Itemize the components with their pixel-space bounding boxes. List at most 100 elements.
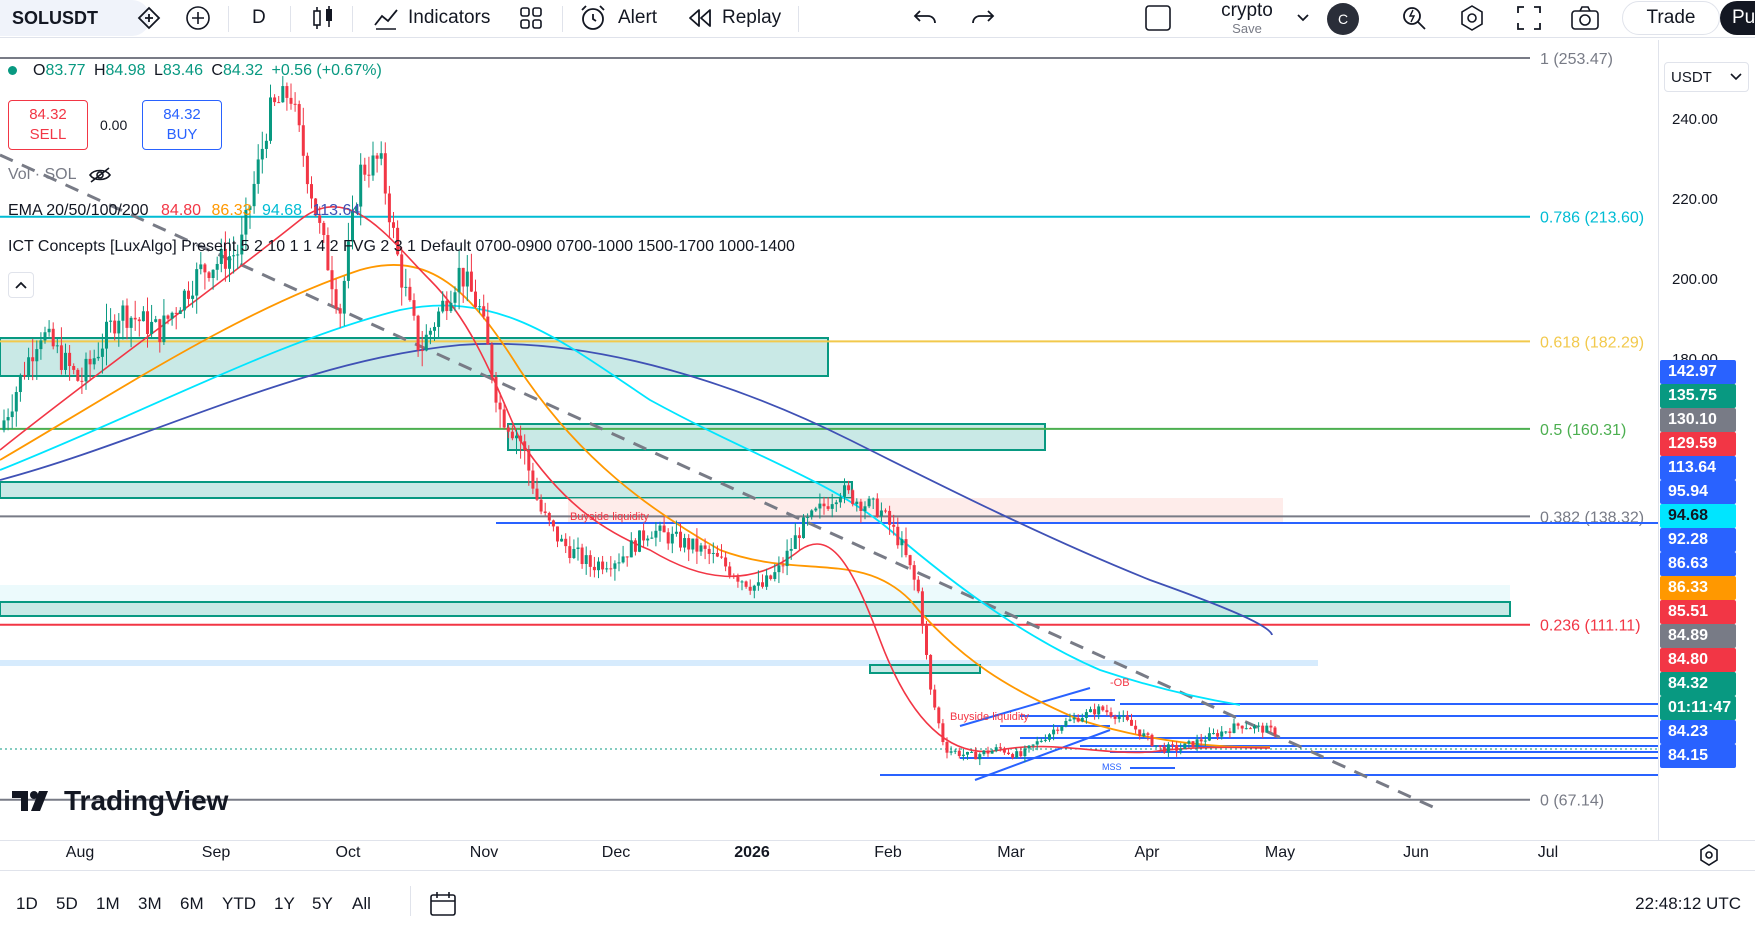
candle-body (1039, 740, 1043, 742)
time-axis-settings-button[interactable] (1697, 843, 1721, 872)
candle-body (330, 270, 334, 290)
range-button-all[interactable]: All (352, 894, 371, 913)
candle-body (572, 549, 576, 559)
candle-body (662, 525, 666, 533)
candle-body (351, 211, 354, 242)
indicators-button[interactable]: Indicators (372, 0, 490, 36)
candle-body (289, 97, 293, 104)
candle-body (31, 357, 35, 362)
candle-body (1162, 746, 1166, 753)
time-axis-label: Oct (335, 844, 361, 861)
candle-body (195, 269, 199, 296)
range-button-3m[interactable]: 3M (138, 894, 162, 913)
candle-body (211, 269, 215, 278)
sell-button[interactable]: 84.32 SELL (8, 100, 88, 150)
candle-body (888, 510, 892, 525)
candle-body (465, 271, 469, 287)
fib-level-label: 0 (67.14) (1540, 793, 1604, 810)
order-block-label: -OB (1110, 677, 1130, 689)
layout-menu-chevron[interactable] (1296, 0, 1310, 36)
candle-body (855, 501, 859, 505)
gear-icon (1461, 5, 1483, 31)
candle-body (1056, 729, 1060, 731)
candle-body (301, 125, 305, 156)
candle-body (338, 308, 342, 314)
avatar[interactable]: C (1327, 3, 1359, 35)
snapshot-button[interactable] (1570, 0, 1600, 36)
collapse-legend-button[interactable] (8, 272, 34, 298)
candle-body (978, 754, 982, 760)
range-button-5d[interactable]: 5D (56, 894, 78, 913)
compare-favorite-button[interactable] (136, 0, 162, 36)
ema20-value: 84.80 (161, 202, 202, 219)
eye-hidden-icon[interactable] (88, 166, 112, 184)
candle-body (617, 562, 621, 564)
candle-body (457, 267, 461, 293)
candle-body (359, 164, 363, 207)
price-chart[interactable]: 1 (253.47) 0.786 (213.60) 0.618 (182.29) 0.… (0, 40, 1658, 840)
candle-body (1117, 716, 1121, 719)
chart-type-button[interactable] (310, 0, 336, 36)
buy-button[interactable]: 84.32 BUY (142, 100, 222, 150)
quick-search-button[interactable] (1400, 0, 1428, 36)
undo-button[interactable] (912, 0, 938, 36)
price-scale-label: 86.63 (1660, 552, 1736, 576)
candle-body (453, 292, 457, 303)
buyside-liquidity-label-2: Buyside liquidity (950, 711, 1029, 723)
ema-legend[interactable]: EMA 20/50/100/200 84.80 86.33 94.68 113.… (8, 202, 360, 220)
date-range-button[interactable] (428, 890, 458, 923)
range-button-1m[interactable]: 1M (96, 894, 120, 913)
ema200-line (0, 342, 1273, 636)
templates-button[interactable] (518, 0, 544, 36)
alert-button[interactable]: Alert (578, 0, 657, 36)
candle-body (264, 140, 268, 149)
utc-clock[interactable]: 22:48:12 UTC (1635, 894, 1741, 913)
chart-pane[interactable]: 1 (253.47) 0.786 (213.60) 0.618 (182.29) 0.… (0, 40, 1658, 840)
range-button-1y[interactable]: 1Y (274, 894, 295, 913)
zone-box (0, 337, 829, 377)
candle-body (1007, 752, 1010, 755)
candle-body (469, 271, 473, 292)
candle-body (281, 86, 285, 103)
candle-body (1101, 706, 1105, 711)
candle-body (1265, 725, 1269, 733)
interval-button[interactable]: D (252, 0, 266, 36)
symbol-search-button[interactable]: SOLUSDT (0, 0, 150, 36)
range-button-5y[interactable]: 5Y (312, 894, 333, 913)
volume-legend[interactable]: Vol · SOL (8, 166, 112, 184)
currency-select[interactable]: USDT (1664, 62, 1749, 92)
candle-body (1199, 739, 1203, 742)
layout-select-button[interactable] (1144, 0, 1172, 36)
interval-label: D (252, 7, 266, 28)
candle-body (605, 568, 609, 570)
candle-body (769, 575, 773, 579)
range-button-ytd[interactable]: YTD (222, 894, 256, 913)
compare-symbol-button[interactable] (184, 0, 212, 36)
candle-body (203, 264, 207, 273)
mss-label: MSS (1102, 762, 1122, 772)
replay-button[interactable]: Replay (686, 0, 781, 36)
candle-body (322, 222, 326, 236)
alarm-clock-icon (581, 5, 605, 30)
candle-body (797, 535, 801, 539)
candle-body (6, 417, 10, 421)
range-button-1d[interactable]: 1D (16, 894, 38, 913)
settings-button[interactable] (1458, 0, 1486, 36)
price-tick: 220.00 (1672, 191, 1718, 208)
candle-body (18, 374, 22, 393)
time-axis[interactable] (0, 840, 1755, 870)
candle-body (207, 272, 211, 278)
candle-body (752, 585, 756, 591)
candle-body (367, 174, 371, 176)
trade-button[interactable]: Trade (1622, 1, 1720, 35)
candle-body (793, 535, 797, 549)
redo-button[interactable] (970, 0, 996, 36)
candle-body (744, 581, 748, 587)
fib-level-label: 0.618 (182.29) (1540, 334, 1644, 351)
range-button-6m[interactable]: 6M (180, 894, 204, 913)
ict-concepts-legend[interactable]: ICT Concepts [LuxAlgo] Present 5 2 10 1 … (8, 238, 795, 256)
publish-button[interactable]: Pu (1720, 1, 1755, 35)
fullscreen-button[interactable] (1516, 0, 1542, 36)
candle-body (326, 235, 330, 271)
layout-name-button[interactable]: crypto Save (1204, 0, 1290, 38)
